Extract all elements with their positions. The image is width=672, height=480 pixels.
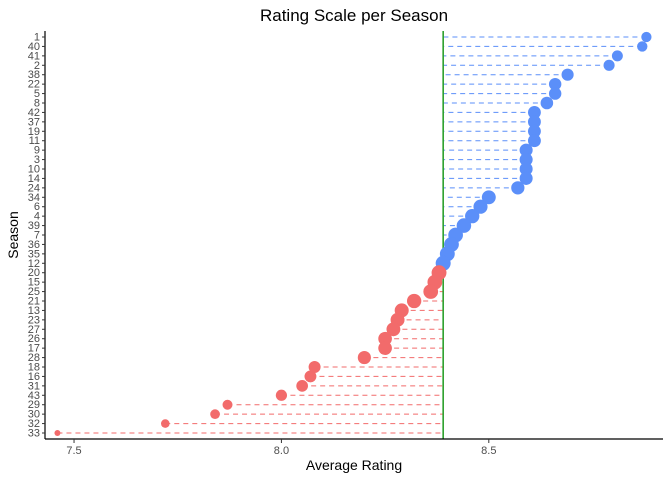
y-tick-label: 42 xyxy=(28,107,40,119)
y-tick-label: 25 xyxy=(28,286,40,298)
point-season-40 xyxy=(637,41,648,52)
point-season-42 xyxy=(527,105,541,119)
y-tick-label: 38 xyxy=(28,69,40,81)
y-tick-label: 41 xyxy=(28,50,40,62)
y-tick-label: 17 xyxy=(28,343,40,355)
y-tick-label: 19 xyxy=(28,126,40,138)
y-tick-label: 35 xyxy=(28,248,40,260)
y-tick-label: 4 xyxy=(34,211,40,223)
y-tick-label: 9 xyxy=(34,145,40,157)
point-season-18 xyxy=(308,361,321,373)
y-tick-label: 31 xyxy=(28,380,40,392)
x-tick-label: 7.5 xyxy=(66,445,81,457)
x-tick-label: 8.0 xyxy=(274,445,289,457)
y-tick-label: 20 xyxy=(28,267,40,279)
y-tick-label: 16 xyxy=(28,371,40,383)
point-season-9 xyxy=(519,143,533,157)
point-season-21 xyxy=(406,293,422,309)
x-tick-label: 8.5 xyxy=(481,445,496,457)
plot-area xyxy=(54,31,652,439)
point-season-39 xyxy=(456,218,472,233)
y-tick-label: 22 xyxy=(28,79,40,91)
y-tick-label: 32 xyxy=(28,418,40,430)
point-season-2 xyxy=(603,59,615,71)
y-tick-label: 8 xyxy=(34,98,40,110)
chart-title: Rating Scale per Season xyxy=(260,6,448,25)
point-season-33 xyxy=(54,430,61,436)
point-season-41 xyxy=(611,50,623,62)
y-tick-label: 1 xyxy=(34,32,40,44)
y-tick-label: 21 xyxy=(28,296,40,308)
point-season-34 xyxy=(481,190,496,205)
point-season-29 xyxy=(222,399,233,410)
y-tick-label: 10 xyxy=(28,164,40,176)
y-tick-label: 13 xyxy=(28,305,40,317)
y-tick-label: 40 xyxy=(28,41,40,53)
point-season-6 xyxy=(473,199,488,214)
point-season-32 xyxy=(161,419,170,428)
point-season-3 xyxy=(519,153,533,167)
point-season-11 xyxy=(527,134,541,148)
point-season-4 xyxy=(465,208,480,224)
point-season-28 xyxy=(357,350,371,365)
y-tick-label: 11 xyxy=(29,135,40,147)
y-tick-label: 24 xyxy=(28,182,40,194)
y-tick-label: 34 xyxy=(28,192,40,204)
y-tick-label: 15 xyxy=(28,277,40,289)
point-season-24 xyxy=(511,181,525,195)
y-tick-label: 6 xyxy=(34,201,40,213)
point-season-38 xyxy=(561,68,574,81)
y-axis-ticks: 1404123822584237191193101424346439736351… xyxy=(28,32,45,440)
y-tick-label: 30 xyxy=(28,409,40,421)
point-season-10 xyxy=(519,162,533,176)
point-season-14 xyxy=(519,171,533,185)
point-season-17 xyxy=(378,341,392,355)
x-axis-title: Average Rating xyxy=(306,457,402,473)
x-axis-ticks: 7.5 8.0 8.5 xyxy=(66,439,496,457)
point-season-43 xyxy=(275,389,288,401)
y-tick-label: 2 xyxy=(34,60,40,72)
y-axis-title: Season xyxy=(5,211,21,258)
point-season-22 xyxy=(548,77,562,91)
point-season-37 xyxy=(527,115,541,129)
y-tick-label: 36 xyxy=(28,239,40,251)
point-season-19 xyxy=(527,124,541,138)
y-tick-label: 28 xyxy=(28,352,40,364)
point-season-30 xyxy=(210,409,220,419)
y-tick-label: 3 xyxy=(34,154,40,166)
y-tick-label: 43 xyxy=(28,390,40,402)
y-tick-label: 27 xyxy=(28,324,40,336)
point-season-16 xyxy=(304,370,317,383)
point-season-5 xyxy=(548,87,562,100)
y-tick-label: 5 xyxy=(34,88,40,100)
y-tick-label: 18 xyxy=(28,362,40,374)
y-tick-label: 29 xyxy=(28,399,40,411)
point-season-31 xyxy=(296,380,309,392)
y-tick-label: 33 xyxy=(28,428,40,440)
point-season-25 xyxy=(423,284,439,299)
y-tick-label: 23 xyxy=(28,314,40,326)
y-tick-label: 37 xyxy=(28,116,40,128)
y-tick-label: 14 xyxy=(28,173,40,185)
point-season-1 xyxy=(641,31,652,43)
point-season-26 xyxy=(378,331,392,346)
point-season-27 xyxy=(386,322,401,337)
y-tick-label: 12 xyxy=(28,258,40,270)
y-tick-label: 39 xyxy=(28,220,40,232)
y-tick-label: 26 xyxy=(28,333,40,345)
y-tick-label: 7 xyxy=(34,230,40,242)
point-season-8 xyxy=(540,96,554,110)
